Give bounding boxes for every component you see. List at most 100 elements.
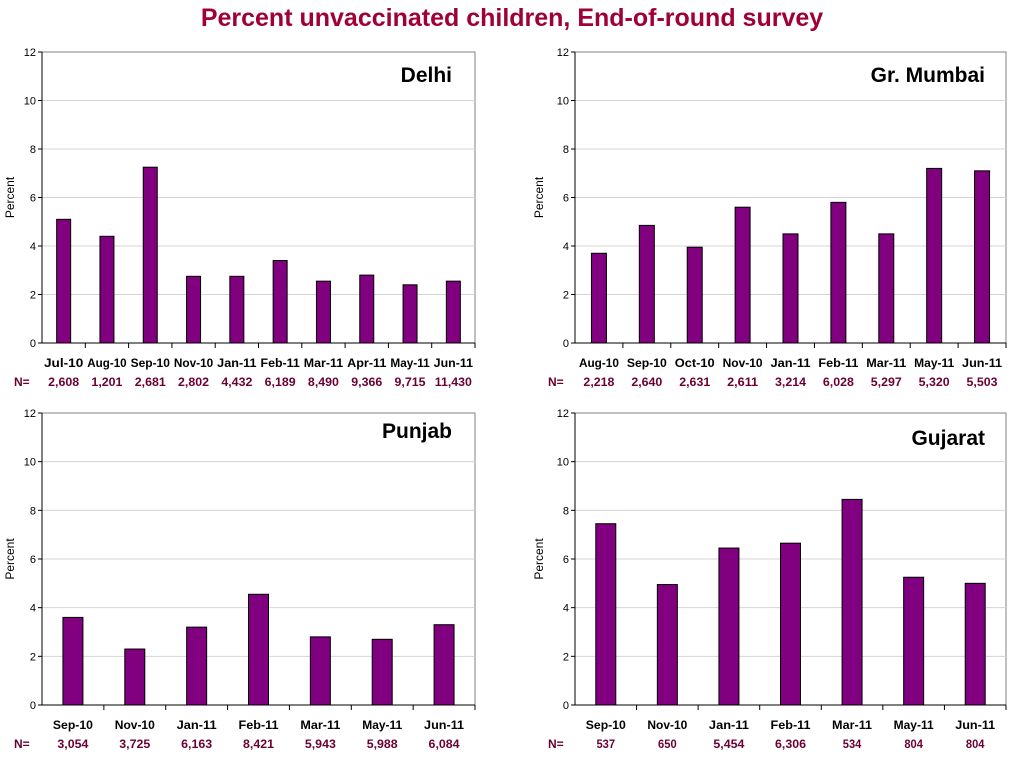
x-tick-label: Nov-10	[174, 356, 214, 370]
x-tick-label: Mar-11	[832, 718, 872, 732]
bar	[315, 280, 331, 344]
x-tick-label: Sep-10	[586, 718, 626, 732]
y-tick-label: 10	[557, 457, 569, 469]
x-tick-label: May-11	[390, 356, 430, 370]
x-tick-label: Jul-10	[44, 356, 84, 370]
bar	[56, 218, 72, 344]
n-value: 2,681	[135, 375, 166, 389]
bar	[186, 626, 208, 706]
y-tick-label: 8	[563, 144, 569, 156]
bar	[878, 233, 895, 344]
bar	[964, 582, 986, 706]
n-value: 804	[904, 737, 923, 751]
bar	[142, 166, 158, 344]
x-tick-label: Nov-10	[723, 356, 763, 370]
x-tick-label: Jun-11	[955, 718, 995, 732]
x-tick-label: Nov-10	[647, 718, 687, 732]
y-tick-label: 10	[24, 457, 36, 469]
x-tick-label: May-11	[362, 718, 402, 732]
x-tick-label: Jan-11	[771, 356, 811, 370]
bar	[272, 260, 288, 344]
n-value: 2,802	[178, 375, 209, 389]
n-value: 4,432	[221, 375, 252, 389]
bar	[248, 593, 269, 706]
bar	[926, 167, 943, 344]
y-tick-label: 10	[24, 96, 36, 108]
y-tick-label: 8	[30, 505, 36, 517]
x-tick-label: Feb-11	[239, 718, 279, 732]
n-value: 537	[596, 737, 615, 751]
bar	[590, 252, 607, 344]
bar	[841, 498, 863, 706]
y-tick-label: 6	[30, 193, 36, 205]
x-tick-label: Jan-11	[177, 718, 217, 732]
x-tick-label: Nov-10	[115, 718, 155, 732]
n-value: 5,988	[367, 737, 398, 751]
bar	[309, 636, 331, 706]
n-value: 5,943	[305, 737, 336, 751]
y-tick-label: 4	[30, 241, 36, 253]
bar	[433, 624, 455, 706]
chart-title: Punjab	[382, 420, 452, 443]
n-value: 650	[658, 737, 677, 751]
n-value: 1,201	[91, 375, 122, 389]
y-tick-label: 8	[30, 144, 36, 156]
y-tick-label: 6	[563, 554, 569, 566]
n-label: N=	[14, 375, 30, 389]
n-value: 2,611	[727, 375, 758, 389]
bar	[595, 523, 617, 706]
n-value: 2,218	[583, 375, 614, 389]
bar	[638, 224, 655, 344]
bar	[359, 274, 375, 344]
n-value: 3,214	[775, 375, 806, 389]
y-tick-label: 2	[563, 290, 569, 302]
bar	[445, 280, 461, 344]
y-tick-label: 0	[563, 338, 569, 350]
x-tick-label: Sep-10	[131, 356, 171, 370]
n-value: 8,490	[308, 375, 339, 389]
n-value: 8,421	[243, 737, 274, 751]
n-label: N=	[14, 737, 30, 751]
bar	[903, 576, 925, 706]
bar	[402, 284, 418, 344]
y-axis-label: Percent	[3, 538, 17, 580]
bar	[99, 235, 115, 344]
y-tick-label: 4	[563, 603, 569, 615]
n-value: 2,640	[631, 375, 662, 389]
n-label: N=	[548, 737, 564, 751]
bar	[371, 638, 393, 706]
x-tick-label: Jun-11	[434, 356, 474, 370]
n-value: 2,631	[679, 375, 710, 389]
n-value: 2,608	[48, 375, 79, 389]
y-tick-label: 12	[24, 47, 36, 59]
n-value: 804	[966, 737, 985, 751]
n-value: 534	[843, 737, 862, 751]
n-value: 3,054	[57, 737, 88, 751]
bar	[830, 201, 847, 344]
x-tick-label: Oct-10	[675, 356, 715, 370]
bar	[229, 275, 245, 344]
n-value: 9,366	[351, 375, 382, 389]
y-tick-label: 12	[557, 408, 569, 420]
n-value: 5,320	[919, 375, 950, 389]
bar	[656, 584, 678, 706]
bar	[186, 275, 202, 344]
y-axis-label: Percent	[532, 176, 546, 218]
bar	[734, 206, 751, 344]
y-tick-label: 2	[563, 651, 569, 663]
x-tick-label: Aug-10	[579, 356, 619, 370]
x-tick-label: Mar-11	[304, 356, 344, 370]
n-value: 6,084	[429, 737, 460, 751]
y-tick-label: 2	[30, 290, 36, 302]
y-tick-label: 4	[563, 241, 569, 253]
x-tick-label: Aug-10	[87, 356, 127, 370]
y-tick-label: 8	[563, 505, 569, 517]
x-tick-label: Jan-11	[709, 718, 749, 732]
y-tick-label: 6	[30, 554, 36, 566]
x-tick-label: Mar-11	[866, 356, 906, 370]
bar	[974, 170, 991, 344]
x-tick-label: Sep-10	[627, 356, 667, 370]
bar	[780, 542, 801, 706]
